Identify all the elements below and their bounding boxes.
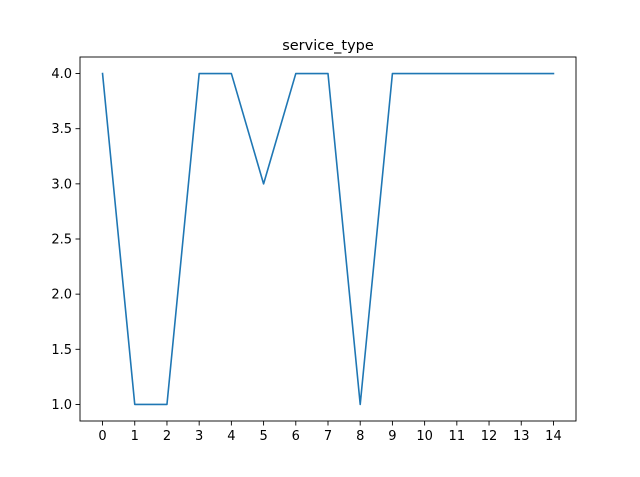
y-tick-label: 2.5 bbox=[51, 233, 72, 248]
x-tick-label: 9 bbox=[388, 429, 396, 444]
x-tick-label: 4 bbox=[227, 429, 235, 444]
y-tick-label: 2.0 bbox=[51, 288, 72, 303]
x-tick-label: 0 bbox=[98, 429, 106, 444]
y-tick-label: 1.5 bbox=[51, 343, 72, 358]
x-tick-label: 7 bbox=[324, 429, 332, 444]
x-tick-label: 8 bbox=[356, 429, 364, 444]
series-layer bbox=[103, 74, 554, 405]
x-tick-label: 14 bbox=[545, 429, 562, 444]
x-tick-label: 11 bbox=[449, 429, 466, 444]
x-tick-label: 6 bbox=[292, 429, 300, 444]
x-tick-label: 10 bbox=[416, 429, 433, 444]
y-axis: 1.0 1.5 2.0 2.5 3.0 3.5 4.0 bbox=[51, 67, 80, 413]
y-tick-label: 1.0 bbox=[51, 398, 72, 413]
x-tick-label: 2 bbox=[163, 429, 171, 444]
y-tick-label: 3.0 bbox=[51, 177, 72, 192]
x-tick-label: 13 bbox=[513, 429, 530, 444]
chart-title: service_type bbox=[282, 38, 374, 54]
plot-frame bbox=[80, 57, 576, 421]
x-tick-label: 12 bbox=[481, 429, 498, 444]
x-tick-label: 5 bbox=[259, 429, 267, 444]
y-tick-label: 3.5 bbox=[51, 122, 72, 137]
x-tick-label: 1 bbox=[131, 429, 139, 444]
y-tick-label: 4.0 bbox=[51, 67, 72, 82]
series-line bbox=[103, 74, 554, 405]
x-tick-label: 3 bbox=[195, 429, 203, 444]
